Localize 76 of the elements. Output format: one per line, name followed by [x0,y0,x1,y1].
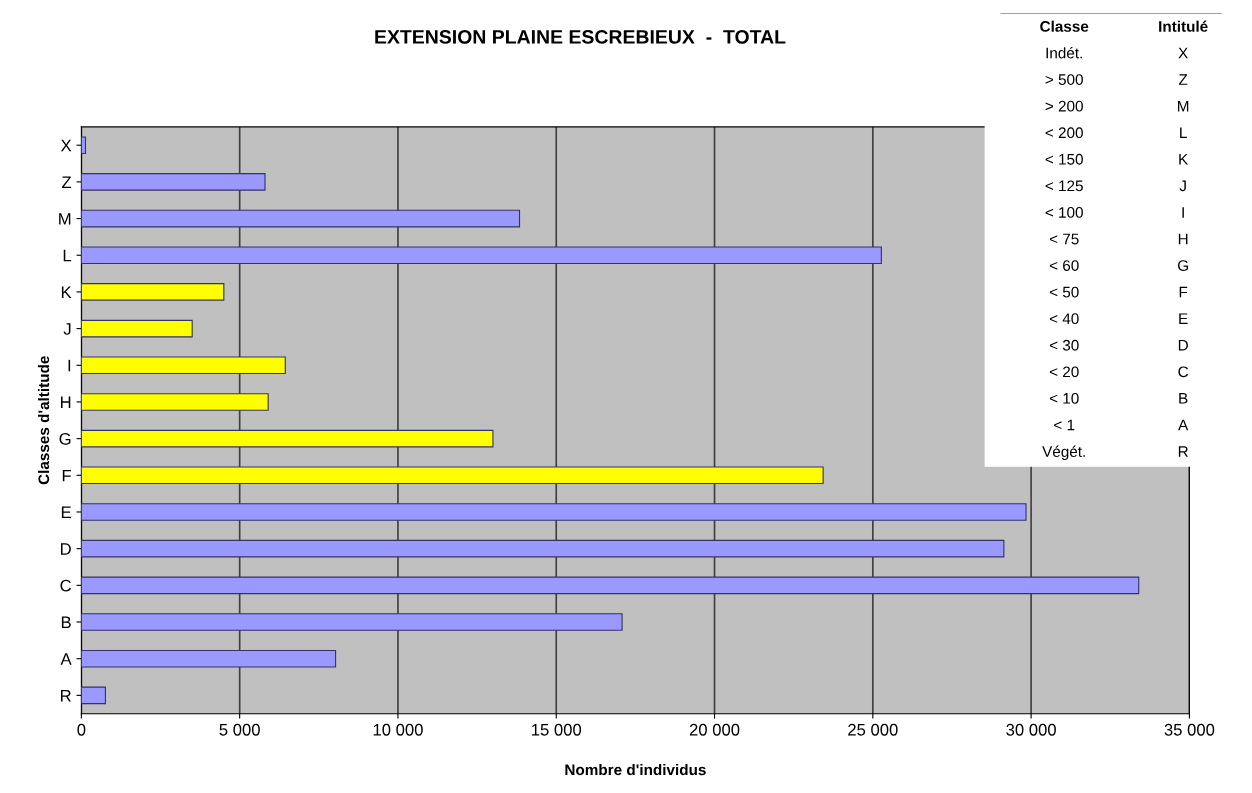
text: > 200 [1045,100,1083,112]
bar [81,356,286,375]
annotation: < 100 [1045,207,1083,218]
text: > 500 [1045,74,1083,85]
chart-title: EXTENSION PLAINE ESCREBIEUX - TOTAL [375,29,786,44]
annotation: < 20 [1049,366,1079,378]
annotation: J [1179,180,1186,192]
x-tick-label: 15 000 [532,723,582,736]
bar [81,173,266,191]
x-tick-label: 35 000 [1164,723,1215,736]
annotation: L [1180,127,1187,138]
x-tick-label: 30 000 [1006,723,1056,736]
annotation: Végét. [1042,445,1085,461]
annotation: D [1178,339,1188,351]
y-tick-label: J [63,323,71,335]
annotation: < 75 [1049,233,1079,245]
y-tick-label: E [61,506,71,519]
bar [81,393,269,411]
y-tick-label: I [68,359,71,372]
bar [81,466,824,485]
annotation: A [1178,419,1189,431]
y-tick-label: M [59,213,71,225]
annotation: < 125 [1045,180,1083,192]
y-tick-label: C [60,579,72,592]
y-axis-title: Classes d'altitude [37,356,50,485]
y-tick-label: R [60,689,71,702]
annotation: K [1179,154,1189,165]
annotation: < 1 [1054,419,1075,431]
text: Z [1178,74,1188,85]
text: Intitulé [1159,20,1208,32]
x-axis-title: Nombre d'individus [565,763,706,776]
x-tick-label: 5 000 [219,723,260,736]
annotation: < 150 [1045,153,1083,165]
annotation: E [1179,313,1188,324]
bar [81,503,1027,521]
annotation: C [1178,366,1189,378]
annotation: B [1179,393,1188,404]
annotation: < 30 [1049,339,1079,351]
annotation: H [1178,233,1188,245]
y-tick-label: L [63,249,72,262]
annotation: R [1178,446,1188,457]
y-tick-label: Z [62,176,72,188]
x-tick-label: 0 [77,723,86,736]
y-tick-label: G [59,433,71,445]
bar [81,429,494,448]
y-tick-label: X [60,139,72,152]
text: X [1178,47,1188,59]
annotation: < 40 [1049,313,1079,325]
bar [81,576,1140,595]
y-tick-label: H [60,396,71,408]
annotation: < 10 [1049,392,1079,404]
x-tick-label: 25 000 [848,723,898,736]
text: Classe [1040,20,1089,32]
x-tick-label: 20 000 [689,723,740,736]
text: M [1178,100,1189,112]
annotation: < 50 [1049,286,1079,298]
y-tick-label: K [61,286,72,298]
y-tick-label: F [62,469,71,482]
annotation: < 200 [1045,127,1083,139]
x-tick-label: 10 000 [373,723,423,736]
annotation: I [1182,207,1184,218]
y-tick-label: A [60,653,72,665]
y-tick-label: D [60,543,71,555]
bar [81,613,623,631]
bar [81,319,193,338]
bar [81,246,882,265]
bar [81,539,1005,558]
annotation: F [1179,286,1188,298]
bar [81,209,521,228]
annotation: < 60 [1049,260,1079,271]
bar [81,686,106,705]
bar [81,649,337,668]
y-tick-label: B [61,616,71,629]
text: Indét. [1046,47,1082,59]
bar [81,283,225,301]
annotation: G [1177,260,1188,271]
